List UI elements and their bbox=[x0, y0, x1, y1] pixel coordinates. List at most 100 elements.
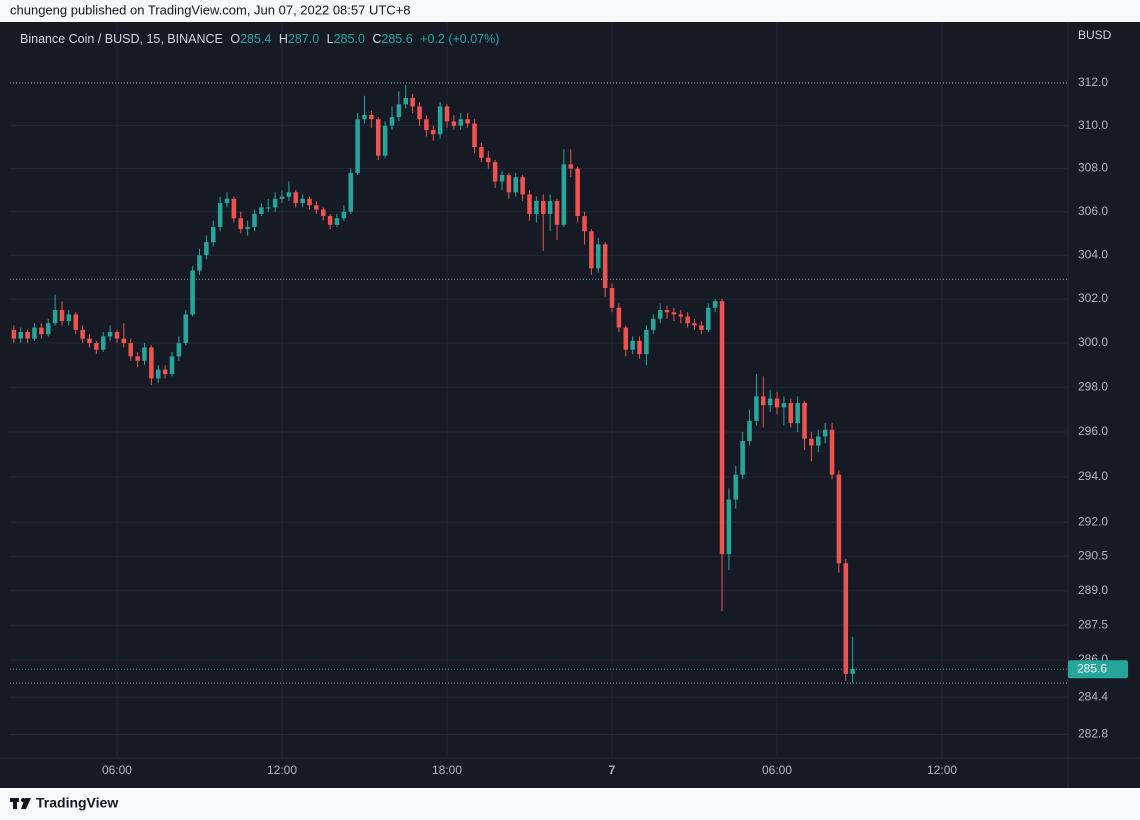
y-tick-label: 296.0 bbox=[1078, 424, 1108, 438]
candle-body bbox=[740, 441, 745, 475]
y-tick-label: 306.0 bbox=[1078, 204, 1108, 218]
candle-body bbox=[121, 338, 127, 344]
x-tick-label: 18:00 bbox=[432, 763, 462, 777]
candle-body bbox=[685, 316, 690, 324]
candle-body bbox=[602, 244, 608, 289]
candle-body bbox=[499, 175, 505, 182]
candle-body bbox=[190, 270, 195, 315]
candle-body bbox=[582, 216, 587, 232]
brand: TradingView bbox=[36, 795, 118, 811]
candle-body bbox=[279, 196, 285, 199]
candle-body bbox=[678, 314, 684, 317]
candle-body bbox=[204, 242, 209, 256]
candle-body bbox=[644, 329, 649, 355]
candle-body bbox=[513, 177, 519, 193]
candle-body bbox=[252, 213, 257, 227]
candle-body bbox=[348, 172, 354, 212]
candle-body bbox=[781, 402, 787, 408]
candle-body bbox=[396, 104, 402, 118]
legend-value: 285.6 bbox=[381, 32, 412, 46]
axes: 312.0 310.0 308.0 306.0 304.0 302.0 300.0 298.0… bbox=[102, 75, 1128, 777]
candle-body bbox=[554, 200, 560, 225]
candle-body bbox=[451, 121, 457, 126]
candle-body bbox=[210, 226, 216, 243]
candle-body bbox=[788, 402, 794, 424]
candle-body bbox=[403, 97, 409, 105]
candle-body bbox=[595, 244, 601, 269]
x-tick-label: 06:00 bbox=[102, 763, 132, 777]
symbol: Binance Coin / BUSD, 15, BINANCE bbox=[20, 32, 223, 46]
candle-body bbox=[114, 332, 120, 339]
candle-body bbox=[437, 106, 443, 135]
candle-body bbox=[726, 499, 732, 555]
x-tick-label: 12:00 bbox=[927, 763, 957, 777]
x-tick-label: 06:00 bbox=[762, 763, 792, 777]
candle-body bbox=[822, 429, 828, 437]
candle-body bbox=[73, 314, 78, 330]
legend-value: 285.4 bbox=[240, 32, 271, 46]
candle-body bbox=[245, 226, 250, 230]
candle-body bbox=[25, 332, 30, 339]
candle-body bbox=[128, 343, 134, 357]
legend-key: C bbox=[372, 32, 381, 46]
candle-body bbox=[314, 205, 319, 210]
candle-body bbox=[534, 200, 539, 214]
candle-body bbox=[417, 106, 422, 120]
candle-body bbox=[375, 119, 381, 156]
candle-body bbox=[568, 164, 574, 169]
y-tick-label: 308.0 bbox=[1078, 161, 1108, 175]
candle-body bbox=[506, 175, 512, 193]
bottom-strip bbox=[0, 788, 1140, 815]
candle-body bbox=[32, 327, 37, 339]
candle-body bbox=[327, 216, 333, 225]
brand-logo bbox=[10, 798, 31, 809]
logo-part bbox=[13, 798, 17, 809]
y-tick-label: 298.0 bbox=[1078, 380, 1108, 394]
candle-body bbox=[169, 356, 175, 375]
candle-body bbox=[671, 312, 677, 315]
candle-body bbox=[11, 329, 17, 339]
y-tick-label: 300.0 bbox=[1078, 335, 1108, 349]
candle-body bbox=[362, 114, 367, 120]
y-tick-label: 282.8 bbox=[1078, 727, 1108, 741]
candle-body bbox=[492, 162, 498, 182]
candle-body bbox=[341, 211, 347, 219]
legend-key: H bbox=[279, 32, 288, 46]
candle-body bbox=[664, 309, 670, 313]
candle-body bbox=[616, 307, 622, 328]
candle-body bbox=[485, 157, 491, 163]
y-tick-label: 310.0 bbox=[1078, 118, 1108, 132]
attribution: chungeng published on TradingView.com, J… bbox=[10, 2, 411, 17]
candle-body bbox=[355, 119, 360, 173]
candle-body bbox=[767, 398, 773, 406]
candle-body bbox=[94, 343, 99, 350]
chart-background bbox=[0, 22, 1140, 788]
candle-body bbox=[527, 194, 532, 214]
candle-body bbox=[430, 129, 436, 135]
candle-body bbox=[609, 288, 615, 308]
candle-body bbox=[300, 198, 305, 204]
candle-body bbox=[155, 369, 161, 379]
candle-body bbox=[850, 669, 855, 674]
candle-body bbox=[424, 119, 429, 130]
legend-value: 285.0 bbox=[334, 32, 365, 46]
candle-body bbox=[142, 347, 147, 361]
candle-body bbox=[320, 209, 326, 217]
candle-body bbox=[231, 198, 237, 219]
candle-body bbox=[589, 231, 594, 269]
candle-body bbox=[479, 147, 484, 158]
candles bbox=[11, 85, 855, 684]
candle-body bbox=[761, 396, 766, 406]
legend-value: 287.0 bbox=[288, 32, 319, 46]
candle-body bbox=[719, 301, 725, 555]
candle-body bbox=[561, 164, 567, 225]
currency: BUSD bbox=[1078, 28, 1112, 42]
y-tick-label: 289.0 bbox=[1078, 583, 1108, 597]
candle-body bbox=[369, 114, 374, 120]
candle-body bbox=[389, 117, 395, 126]
legend-key: L bbox=[327, 32, 334, 46]
candle-body bbox=[149, 347, 154, 379]
candle-body bbox=[706, 307, 711, 330]
candle-body bbox=[39, 327, 44, 335]
